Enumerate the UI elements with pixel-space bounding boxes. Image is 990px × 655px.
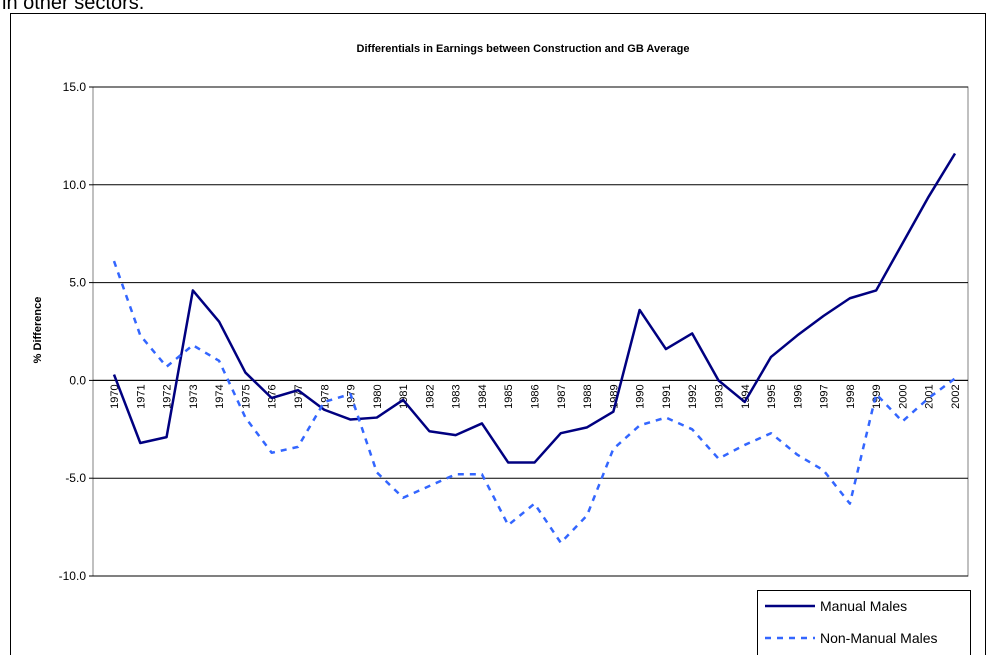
x-tick-label: 1977	[293, 384, 305, 408]
x-tick-label: 1985	[503, 384, 515, 408]
x-tick-label: 1971	[135, 384, 147, 408]
x-tick-label: 1978	[319, 384, 331, 408]
x-tick-label: 1995	[766, 384, 778, 408]
x-tick-label: 1996	[792, 384, 804, 408]
x-tick-label: 1997	[819, 384, 831, 408]
y-tick-label: -10.0	[59, 569, 87, 583]
x-tick-label: 1992	[687, 384, 699, 408]
x-tick-label: 1983	[451, 384, 463, 408]
legend-label: Manual Males	[820, 598, 907, 614]
x-tick-label: 1970	[109, 384, 121, 408]
x-tick-label: 1982	[424, 384, 436, 408]
x-tick-label: 2002	[950, 384, 962, 408]
x-tick-label: 1991	[661, 384, 673, 408]
legend-label: Non-Manual Males	[820, 630, 938, 646]
y-tick-label: 15.0	[63, 80, 87, 94]
x-tick-label: 1980	[372, 384, 384, 408]
page-text: in other sectors.	[2, 0, 144, 14]
plot-area	[92, 86, 969, 577]
x-tick-label: 1986	[530, 384, 542, 408]
x-tick-label: 1999	[871, 384, 883, 408]
chart-title: Differentials in Earnings between Constr…	[357, 43, 690, 55]
series-line	[112, 152, 957, 464]
y-tick-label: 0.0	[69, 373, 86, 387]
x-tick-label: 1973	[188, 384, 200, 408]
x-tick-label: 1990	[635, 384, 647, 408]
y-tick-label: -5.0	[65, 471, 86, 485]
x-tick-label: 2000	[897, 384, 909, 408]
x-tick-label: 1988	[582, 384, 594, 408]
x-tick-label: 1975	[240, 384, 252, 408]
legend-box	[757, 590, 971, 655]
y-axis-label: % Difference	[32, 297, 44, 364]
x-tick-label: 1984	[477, 384, 489, 408]
x-tick-label: 1994	[740, 384, 752, 408]
x-tick-label: 1987	[556, 384, 568, 408]
x-tick-label: 1974	[214, 384, 226, 408]
x-tick-label: 1972	[162, 384, 174, 408]
x-tick-label: 1998	[845, 384, 857, 408]
x-tick-label: 1989	[608, 384, 620, 408]
x-tick-label: 1993	[713, 384, 725, 408]
y-tick-label: 5.0	[69, 276, 86, 290]
y-tick-label: 10.0	[63, 178, 87, 192]
x-tick-label: 2001	[924, 384, 936, 408]
